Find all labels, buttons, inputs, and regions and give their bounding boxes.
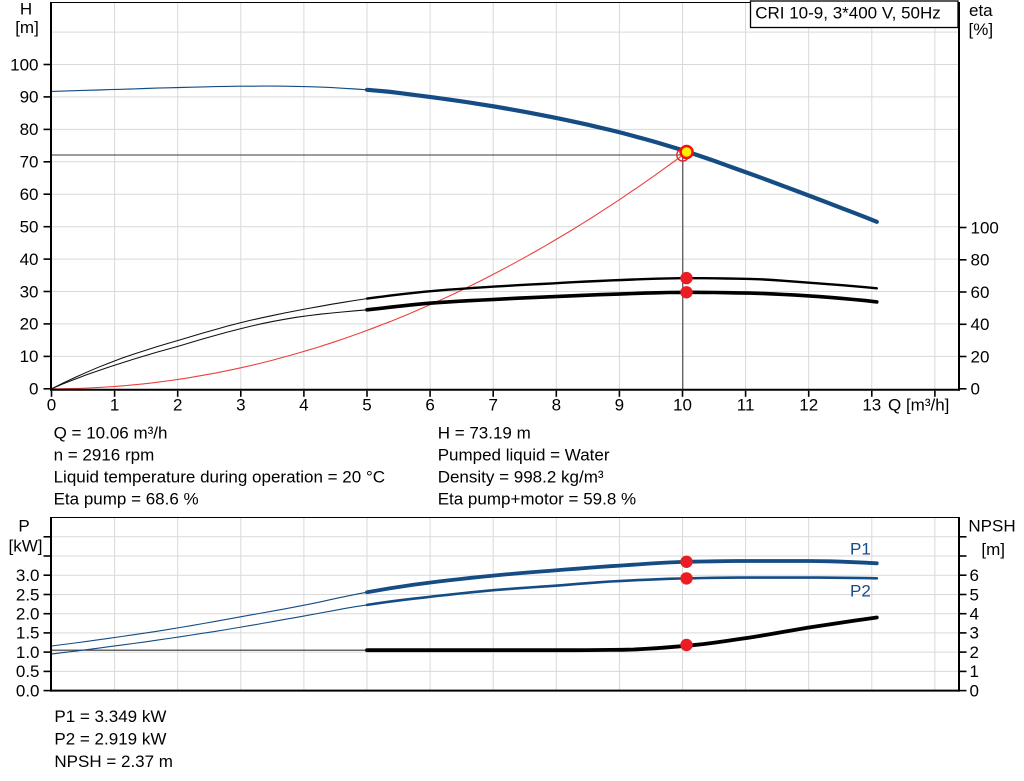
svg-text:n = 2916 rpm: n = 2916 rpm: [54, 446, 155, 465]
svg-text:[m]: [m]: [981, 540, 1005, 559]
svg-text:0: 0: [29, 380, 38, 399]
svg-text:40: 40: [971, 315, 990, 334]
svg-text:P2: P2: [850, 582, 871, 601]
svg-text:60: 60: [20, 185, 39, 204]
svg-text:50: 50: [20, 218, 39, 237]
svg-text:5: 5: [970, 585, 979, 604]
svg-text:2: 2: [970, 643, 979, 662]
svg-text:0: 0: [970, 681, 979, 700]
svg-text:100: 100: [10, 55, 38, 74]
svg-text:Liquid temperature during oper: Liquid temperature during operation = 20…: [54, 468, 385, 487]
svg-text:[kW]: [kW]: [9, 537, 43, 556]
svg-text:0: 0: [47, 396, 56, 415]
svg-text:9: 9: [615, 396, 624, 415]
svg-text:Eta pump+motor = 59.8 %: Eta pump+motor = 59.8 %: [438, 490, 636, 509]
svg-text:80: 80: [971, 251, 990, 270]
svg-text:100: 100: [971, 218, 999, 237]
svg-text:30: 30: [20, 282, 39, 301]
svg-text:eta: eta: [969, 1, 993, 20]
svg-text:11: 11: [737, 396, 755, 415]
svg-text:3.0: 3.0: [16, 566, 40, 585]
svg-text:P1 = 3.349 kW: P1 = 3.349 kW: [54, 707, 166, 726]
svg-text:2: 2: [173, 396, 182, 415]
svg-text:2.0: 2.0: [16, 605, 40, 624]
svg-text:P: P: [18, 517, 29, 536]
svg-text:P2 = 2.919 kW: P2 = 2.919 kW: [54, 729, 166, 748]
svg-text:6: 6: [425, 396, 434, 415]
svg-text:Density = 998.2 kg/m³: Density = 998.2 kg/m³: [438, 468, 604, 487]
svg-text:40: 40: [20, 250, 39, 269]
svg-text:CRI 10-9, 3*400 V, 50Hz: CRI 10-9, 3*400 V, 50Hz: [755, 4, 941, 23]
svg-text:[m]: [m]: [15, 18, 39, 37]
svg-text:4: 4: [299, 396, 308, 415]
svg-text:8: 8: [552, 396, 561, 415]
svg-text:80: 80: [20, 120, 39, 139]
svg-text:H: H: [20, 0, 32, 19]
svg-text:[%]: [%]: [969, 20, 994, 39]
svg-text:10: 10: [20, 347, 39, 366]
svg-text:P1: P1: [850, 540, 871, 559]
svg-text:6: 6: [970, 566, 979, 585]
svg-text:Q = 10.06 m³/h: Q = 10.06 m³/h: [54, 424, 168, 443]
svg-text:90: 90: [20, 88, 39, 107]
svg-text:20: 20: [20, 315, 39, 334]
svg-text:4: 4: [970, 605, 979, 624]
svg-text:NPSH = 2.37 m: NPSH = 2.37 m: [54, 752, 173, 771]
svg-text:13: 13: [862, 396, 881, 415]
svg-text:1.0: 1.0: [16, 643, 40, 662]
svg-text:1: 1: [110, 396, 119, 415]
svg-text:10: 10: [673, 396, 692, 415]
svg-text:0.5: 0.5: [16, 662, 40, 681]
svg-text:3: 3: [236, 396, 245, 415]
svg-text:7: 7: [488, 396, 497, 415]
svg-text:12: 12: [799, 396, 818, 415]
svg-text:3: 3: [970, 624, 979, 643]
svg-text:Q [m³/h]: Q [m³/h]: [888, 396, 949, 415]
svg-text:Pumped liquid = Water: Pumped liquid = Water: [438, 446, 610, 465]
svg-text:5: 5: [362, 396, 371, 415]
svg-text:NPSH: NPSH: [968, 517, 1015, 536]
svg-text:60: 60: [971, 283, 990, 302]
svg-text:20: 20: [971, 347, 990, 366]
svg-text:Eta pump = 68.6 %: Eta pump = 68.6 %: [54, 490, 199, 509]
svg-text:1.5: 1.5: [16, 624, 40, 643]
svg-text:0: 0: [971, 380, 980, 399]
svg-text:H = 73.19 m: H = 73.19 m: [438, 424, 531, 443]
svg-text:70: 70: [20, 153, 39, 172]
svg-text:0.0: 0.0: [16, 681, 40, 700]
svg-text:1: 1: [970, 662, 979, 681]
svg-text:2.5: 2.5: [16, 585, 40, 604]
